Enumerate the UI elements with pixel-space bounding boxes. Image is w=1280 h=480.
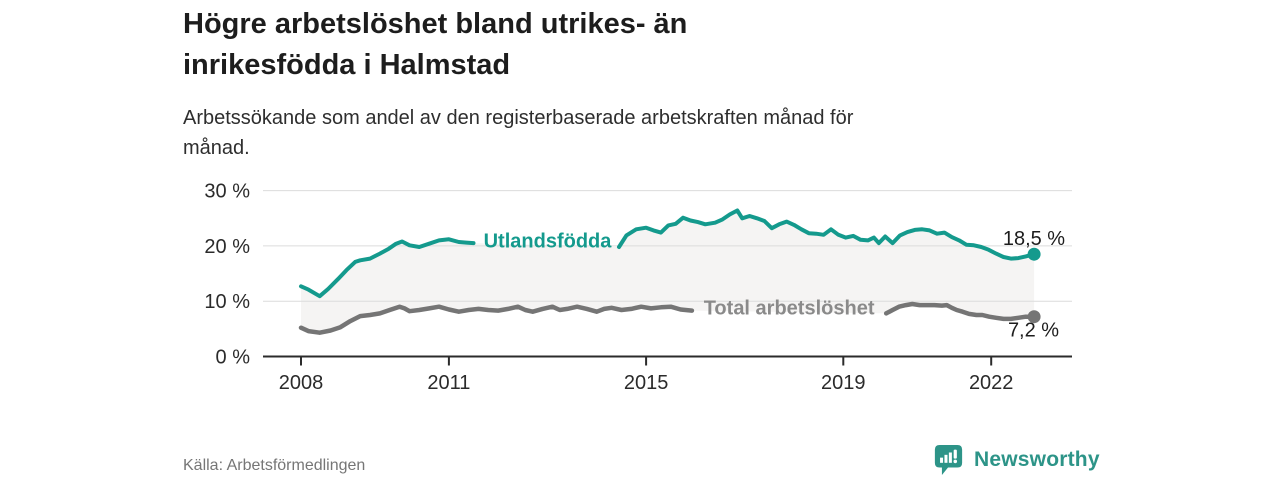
x-tick-label: 2008 xyxy=(279,372,324,394)
x-tick-label: 2019 xyxy=(821,372,866,394)
series-line-total xyxy=(298,304,695,335)
series-line-utlandsfodda xyxy=(617,208,1037,261)
series-inline-label: Total arbetslöshet xyxy=(704,297,875,319)
series-inline-label: Utlandsfödda xyxy=(484,230,613,252)
y-tick-label: 0 % xyxy=(216,347,251,369)
x-tick-label: 2015 xyxy=(624,372,669,394)
newsworthy-wordmark: Newsworthy xyxy=(974,448,1100,471)
newsworthy-logo: Newsworthy xyxy=(933,444,1100,476)
series-end-dot xyxy=(1027,247,1041,261)
y-tick-label: 20 % xyxy=(204,236,250,258)
series-line-total xyxy=(883,301,1037,322)
band-fill xyxy=(301,210,1035,333)
series-end-value-label: 18,5 % xyxy=(1003,228,1065,250)
chart-header: Högre arbetslöshet bland utrikes- än inri… xyxy=(183,4,1103,86)
y-tick-label: 30 % xyxy=(204,181,250,203)
x-tick-label: 2022 xyxy=(969,372,1014,394)
series-end-value-label: 7,2 % xyxy=(1008,320,1059,342)
x-tick-label: 2011 xyxy=(427,372,470,394)
series-line-utlandsfodda xyxy=(299,237,476,299)
page-title: Högre arbetslöshet bland utrikes- än inri… xyxy=(183,8,688,81)
series-end-dot xyxy=(1027,310,1041,324)
y-tick-label: 10 % xyxy=(204,291,250,313)
source-note: Källa: Arbetsförmedlingen xyxy=(183,457,366,474)
newsworthy-bubble-chart-icon xyxy=(934,444,963,476)
chart-subtitle: Arbetssökande som andel av den registerb… xyxy=(183,107,854,159)
